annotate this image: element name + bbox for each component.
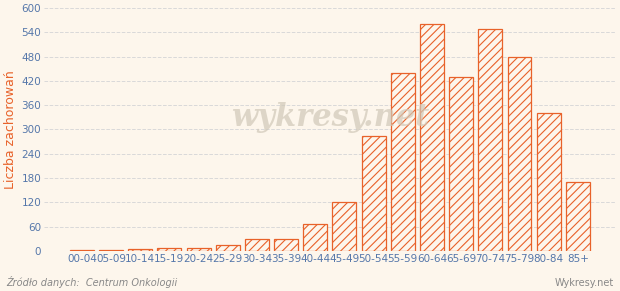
Bar	[450, 77, 473, 251]
Bar	[508, 58, 531, 251]
Bar	[566, 182, 590, 251]
Bar	[420, 24, 444, 251]
Bar	[361, 136, 386, 251]
Text: wykresy.net: wykresy.net	[231, 102, 429, 133]
Bar	[479, 29, 502, 251]
Bar	[245, 239, 269, 251]
Bar	[391, 73, 415, 251]
Bar	[303, 224, 327, 251]
Y-axis label: Liczba zachorowań: Liczba zachorowań	[4, 70, 17, 189]
Bar	[537, 113, 560, 251]
Bar	[187, 248, 211, 251]
Text: Źródło danych:  Centrum Onkologii: Źródło danych: Centrum Onkologii	[6, 276, 177, 288]
Text: Wykresy.net: Wykresy.net	[554, 278, 614, 288]
Bar	[274, 239, 298, 251]
Bar	[128, 249, 152, 251]
Bar	[70, 250, 94, 251]
Bar	[332, 202, 356, 251]
Bar	[157, 248, 181, 251]
Bar	[99, 250, 123, 251]
Bar	[216, 245, 240, 251]
